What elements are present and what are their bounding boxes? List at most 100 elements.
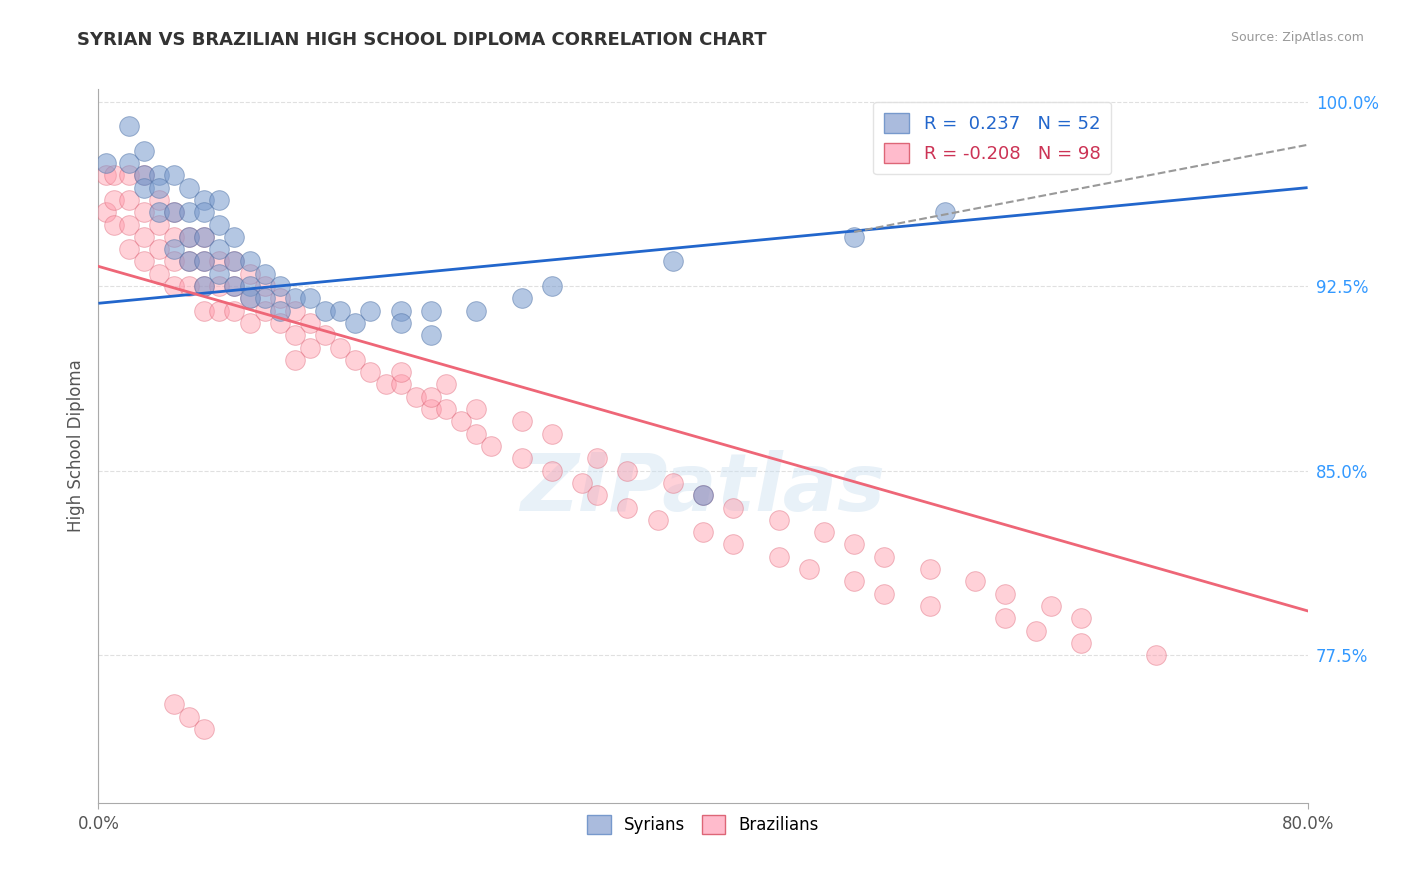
Point (163, 169, 186, 183)
Point (873, 549, 896, 564)
Point (661, 254, 683, 268)
Point (148, 180, 170, 194)
Point (148, 169, 170, 183)
Point (1144, 648, 1167, 662)
Point (103, 169, 125, 183)
Point (193, 230, 215, 244)
Point (118, 169, 141, 183)
Point (616, 464, 638, 478)
Point (269, 316, 291, 330)
Point (994, 611, 1017, 625)
Point (299, 291, 322, 305)
Point (586, 488, 609, 502)
Point (208, 279, 231, 293)
Point (813, 525, 835, 540)
Point (148, 242, 170, 256)
Point (465, 426, 488, 441)
Point (239, 267, 262, 281)
Point (420, 390, 443, 404)
Point (179, 230, 201, 244)
Point (179, 279, 201, 293)
Point (239, 291, 262, 305)
Point (118, 193, 141, 207)
Point (540, 464, 562, 478)
Point (284, 303, 307, 318)
Point (208, 218, 231, 232)
Point (692, 488, 714, 502)
Point (163, 698, 186, 712)
Point (224, 279, 246, 293)
Point (269, 303, 291, 318)
Point (253, 279, 276, 293)
Point (344, 316, 367, 330)
Point (873, 587, 896, 601)
Point (344, 352, 367, 367)
Point (844, 230, 866, 244)
Point (239, 316, 262, 330)
Point (239, 254, 262, 268)
Point (253, 267, 276, 281)
Point (193, 254, 215, 268)
Point (616, 500, 638, 515)
Point (481, 439, 503, 453)
Text: ZIPatlas: ZIPatlas (520, 450, 886, 528)
Point (163, 242, 186, 256)
Point (540, 426, 562, 441)
Point (314, 303, 336, 318)
Point (1024, 624, 1046, 638)
Point (269, 279, 291, 293)
Point (193, 205, 215, 219)
Point (329, 341, 352, 355)
Point (94, 205, 117, 219)
Point (94, 156, 117, 170)
Point (299, 316, 322, 330)
Point (434, 402, 457, 417)
Point (360, 303, 382, 318)
Point (420, 402, 443, 417)
Point (405, 390, 427, 404)
Point (314, 328, 336, 343)
Point (179, 254, 201, 268)
Point (768, 549, 790, 564)
Point (965, 574, 987, 589)
Point (224, 279, 246, 293)
Point (193, 303, 215, 318)
Point (661, 475, 683, 490)
Point (193, 230, 215, 244)
Point (118, 218, 141, 232)
Point (389, 377, 412, 392)
Point (148, 267, 170, 281)
Point (465, 303, 488, 318)
Point (239, 291, 262, 305)
Point (918, 562, 941, 576)
Point (360, 365, 382, 379)
Point (179, 254, 201, 268)
Point (510, 291, 533, 305)
Point (918, 599, 941, 613)
Point (163, 205, 186, 219)
Point (844, 537, 866, 551)
Point (148, 218, 170, 232)
Point (571, 475, 593, 490)
Point (132, 180, 155, 194)
Text: SYRIAN VS BRAZILIAN HIGH SCHOOL DIPLOMA CORRELATION CHART: SYRIAN VS BRAZILIAN HIGH SCHOOL DIPLOMA … (77, 31, 766, 49)
Point (118, 119, 141, 133)
Point (934, 205, 956, 219)
Point (1039, 599, 1062, 613)
Point (193, 193, 215, 207)
Point (163, 279, 186, 293)
Point (797, 562, 820, 576)
Point (510, 451, 533, 466)
Y-axis label: High School Diploma: High School Diploma (66, 359, 84, 533)
Point (253, 291, 276, 305)
Point (208, 254, 231, 268)
Point (103, 193, 125, 207)
Point (284, 352, 307, 367)
Point (208, 242, 231, 256)
Point (132, 205, 155, 219)
Point (193, 722, 215, 736)
Point (179, 205, 201, 219)
Point (723, 537, 745, 551)
Point (692, 488, 714, 502)
Point (450, 414, 472, 428)
